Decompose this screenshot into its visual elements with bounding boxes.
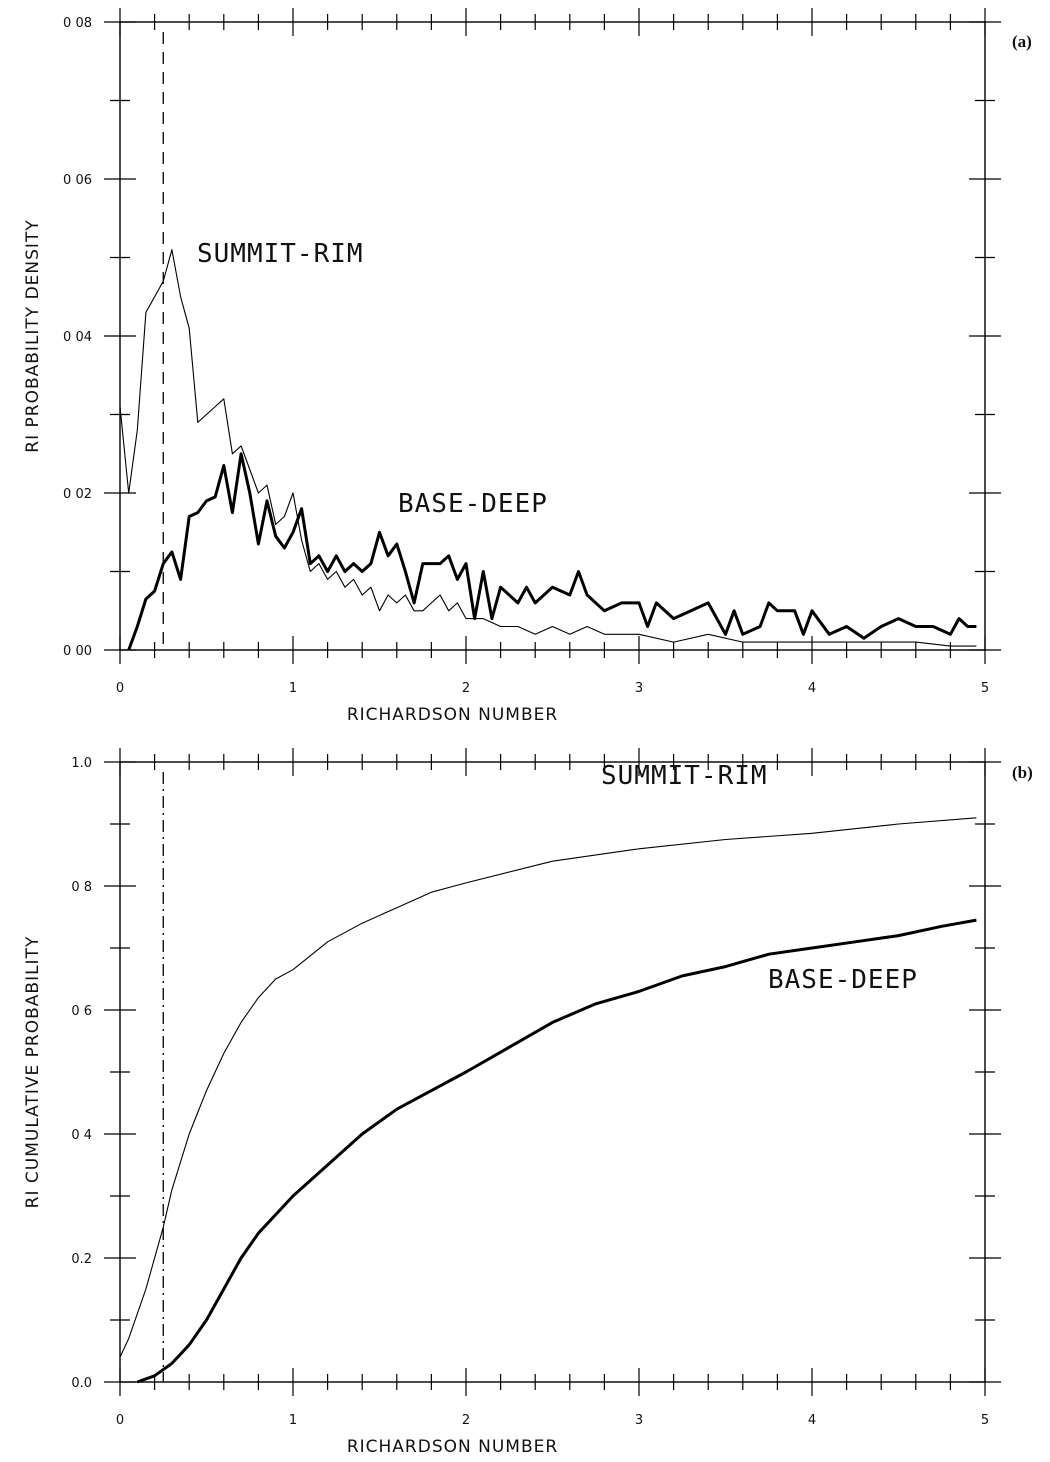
y-tick-label: 0 00 bbox=[63, 644, 92, 659]
y-tick-label: 1.0 bbox=[71, 756, 92, 771]
x-tick-label: 0 bbox=[116, 1413, 124, 1428]
plot-frame bbox=[119, 761, 986, 1383]
x-tick-label: 4 bbox=[808, 681, 816, 696]
panel-label: (a) bbox=[1012, 32, 1032, 51]
x-tick-label: 0 bbox=[116, 681, 124, 696]
base-deep-label: BASE-DEEP bbox=[768, 965, 918, 995]
x-tick-label: 2 bbox=[462, 1413, 470, 1428]
y-tick-label: 0 08 bbox=[63, 16, 92, 31]
y-tick-label: 0 02 bbox=[63, 487, 92, 502]
y-tick-label: 0 04 bbox=[63, 330, 92, 345]
x-tick-label: 3 bbox=[635, 681, 643, 696]
base-deep-label: BASE-DEEP bbox=[398, 489, 548, 519]
x-tick-label: 1 bbox=[289, 1413, 297, 1428]
x-tick-label: 5 bbox=[981, 681, 989, 696]
x-tick-label: 5 bbox=[981, 1413, 989, 1428]
y-axis-title: RI PROBABILITY DENSITY bbox=[23, 219, 43, 452]
summit-rim-label: SUMMIT-RIM bbox=[601, 761, 768, 791]
summit-rim-line bbox=[119, 249, 977, 647]
y-tick-label: 0 6 bbox=[71, 1004, 92, 1019]
panel-label: (b) bbox=[1012, 763, 1033, 782]
panel-a-density-chart: 0 1 2 3 4 5 0 00 0 02 0 04 0 06 0 08 RICHARDSON NUM… bbox=[23, 8, 1032, 725]
x-tick-label: 1 bbox=[289, 681, 297, 696]
x-tick-label: 2 bbox=[462, 681, 470, 696]
summit-rim-line bbox=[119, 817, 977, 1358]
y-tick-label: 0.2 bbox=[71, 1252, 92, 1267]
y-tick-label: 0 8 bbox=[71, 880, 92, 895]
summit-rim-label: SUMMIT-RIM bbox=[197, 239, 364, 269]
y-tick-label: 0 06 bbox=[63, 173, 92, 188]
x-axis-title: RICHARDSON NUMBER bbox=[347, 705, 558, 725]
y-tick-label: 0.0 bbox=[71, 1376, 92, 1391]
x-tick-label: 3 bbox=[635, 1413, 643, 1428]
base-deep-line bbox=[127, 452, 977, 651]
x-tick-label: 4 bbox=[808, 1413, 816, 1428]
y-tick-label: 0 4 bbox=[71, 1128, 92, 1143]
base-deep-line bbox=[136, 918, 977, 1384]
panel-b-cumulative-chart: 0 1 2 3 4 5 0.0 0.2 0 4 0 6 0 8 1.0 RICHARDSON NUMBE… bbox=[23, 748, 1033, 1457]
plot-frame bbox=[119, 21, 986, 651]
y-axis-title: RI CUMULATIVE PROBABILITY bbox=[23, 936, 43, 1209]
x-axis-title: RICHARDSON NUMBER bbox=[347, 1437, 558, 1457]
